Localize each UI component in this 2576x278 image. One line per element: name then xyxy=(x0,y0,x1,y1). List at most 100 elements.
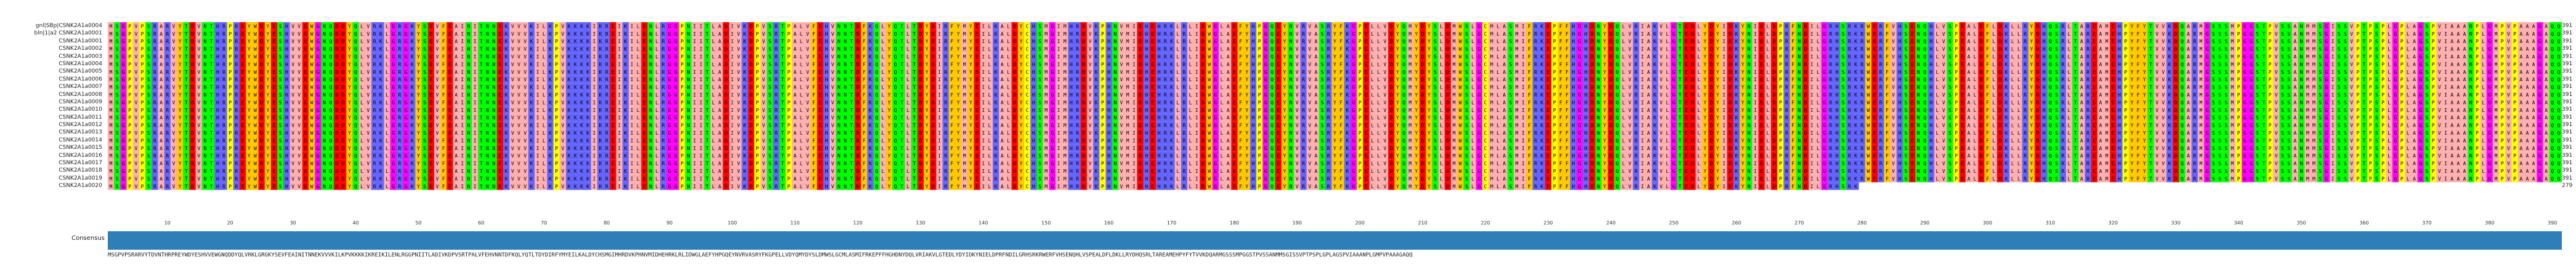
residue-letter: Q xyxy=(2181,47,2184,52)
residue-letter: Q xyxy=(2557,54,2560,60)
residue-letter: W xyxy=(310,62,313,67)
residue-letter: L xyxy=(637,62,640,67)
sequence-name[interactable]: CSNK2A1a0006 xyxy=(0,76,105,83)
residue-letter: R xyxy=(398,39,402,44)
residue-letter: Y xyxy=(1742,47,1745,52)
residue-cell xyxy=(1783,22,1790,30)
residue-letter: M xyxy=(1126,54,1129,60)
residue-letter: M xyxy=(1408,39,1411,44)
residue-cell xyxy=(741,22,748,30)
sequence-name[interactable]: CSNK2A1a0001 xyxy=(0,38,105,45)
residue-letter: P xyxy=(2356,39,2359,44)
residue-letter: S xyxy=(2218,62,2221,67)
residue-letter: E xyxy=(2093,47,2096,52)
residue-letter: D xyxy=(342,31,345,37)
residue-letter: V xyxy=(197,47,200,52)
residue-letter: E xyxy=(1233,31,1236,37)
sequence-name[interactable]: bln|1|a2 CSNK2A1a0001 xyxy=(0,30,105,37)
sequence-name[interactable]: CSNK2A1a0007 xyxy=(0,83,105,90)
sequence-name[interactable]: CSNK2A1a0009 xyxy=(0,98,105,106)
residue-letter: E xyxy=(448,31,451,37)
residue-letter: D xyxy=(2174,47,2178,52)
sequence-name[interactable]: CSNK2A1a0005 xyxy=(0,68,105,75)
sequence-name[interactable]: gnl|SBp|CSNK2A1a0004 xyxy=(0,22,105,30)
residue-letter: G xyxy=(1578,62,1581,67)
residue-letter: K xyxy=(574,47,577,52)
residue-letter: G xyxy=(2250,31,2253,37)
residue-letter: M xyxy=(2231,62,2234,67)
sequence-name[interactable]: CSNK2A1a0015 xyxy=(0,144,105,151)
residue-letter: G xyxy=(1823,54,1826,60)
residue-cell xyxy=(1256,22,1263,30)
residue-cell xyxy=(1306,22,1314,30)
sequence-name[interactable]: CSNK2A1a0003 xyxy=(0,53,105,60)
residue-letter: D xyxy=(1591,47,1594,52)
sequence-name[interactable]: CSNK2A1a0020 xyxy=(0,182,105,189)
residue-letter: R xyxy=(1302,39,1305,44)
residue-letter: A xyxy=(1647,23,1650,29)
residue-letter: N xyxy=(1113,47,1116,52)
sequence-name[interactable]: CSNK2A1a0013 xyxy=(0,129,105,136)
residue-letter: V xyxy=(436,39,439,44)
residue-letter: R xyxy=(2086,31,2089,37)
residue-letter: P xyxy=(1101,31,1104,37)
residue-letter: P xyxy=(1553,47,1556,52)
residue-letter: Y xyxy=(969,39,972,44)
residue-letter: T xyxy=(2262,31,2265,37)
residue-letter: V xyxy=(762,47,765,52)
sequence-name[interactable]: CSNK2A1a0014 xyxy=(0,137,105,144)
residue-letter: F xyxy=(1886,54,1889,60)
residue-cell xyxy=(2216,22,2223,30)
sequence-name[interactable]: CSNK2A1a0004 xyxy=(0,60,105,68)
sequence-name[interactable]: CSNK2A1a0016 xyxy=(0,152,105,159)
residue-letter: I xyxy=(1722,54,1726,60)
residue-letter: Q xyxy=(1402,62,1405,67)
residue-letter: D xyxy=(336,39,339,44)
residue-letter: D xyxy=(1447,62,1450,67)
residue-letter: I xyxy=(693,62,696,67)
residue-letter: L xyxy=(1622,39,1625,44)
sequence-name[interactable]: CSNK2A1a0018 xyxy=(0,167,105,174)
residue-letter: R xyxy=(1182,39,1185,44)
residue-letter: Y xyxy=(1396,31,1399,37)
sequence-name[interactable]: CSNK2A1a0010 xyxy=(0,106,105,113)
residue-letter: L xyxy=(800,23,803,29)
residue-letter: D xyxy=(336,54,339,60)
residue-letter: L xyxy=(1189,47,1192,52)
residue-letter: I xyxy=(592,23,596,29)
sequence-name[interactable]: CSNK2A1a0002 xyxy=(0,45,105,52)
residue-letter: L xyxy=(988,54,991,60)
residue-cell xyxy=(553,22,560,30)
residue-letter: R xyxy=(1848,47,1851,52)
residue-letter: E xyxy=(643,31,646,37)
residue-letter: H xyxy=(285,31,288,37)
residue-cell xyxy=(1225,22,1232,30)
residue-letter: H xyxy=(216,70,219,75)
sequence-name[interactable]: CSNK2A1a0008 xyxy=(0,91,105,98)
residue-letter: H xyxy=(2043,47,2046,52)
residue-letter: N xyxy=(1290,62,1293,67)
residue-letter: D xyxy=(749,47,753,52)
residue-cell xyxy=(597,22,604,30)
residue-letter: T xyxy=(1679,23,1682,29)
residue-letter: V xyxy=(2275,47,2278,52)
residue-letter: K xyxy=(624,54,627,60)
residue-letter: Y xyxy=(1703,54,1706,60)
residue-letter: F xyxy=(1791,39,1795,44)
residue-letter: A xyxy=(2187,54,2190,60)
residue-letter: I xyxy=(536,54,539,60)
residue-cell xyxy=(2266,22,2274,30)
residue-letter: K xyxy=(743,47,746,52)
residue-letter: I xyxy=(700,39,703,44)
residue-letter: I xyxy=(1641,39,1644,44)
residue-letter: E xyxy=(304,54,307,60)
sequence-name[interactable]: CSNK2A1a0012 xyxy=(0,121,105,129)
residue-letter: D xyxy=(1610,23,1613,29)
residue-letter: K xyxy=(580,54,583,60)
residue-letter: V xyxy=(762,23,765,29)
sequence-name[interactable]: CSNK2A1a0011 xyxy=(0,114,105,121)
sequence-name[interactable]: CSNK2A1a0017 xyxy=(0,159,105,167)
residue-letter: A xyxy=(794,70,797,75)
residue-letter: K xyxy=(1095,39,1098,44)
sequence-name[interactable]: CSNK2A1a0019 xyxy=(0,175,105,182)
